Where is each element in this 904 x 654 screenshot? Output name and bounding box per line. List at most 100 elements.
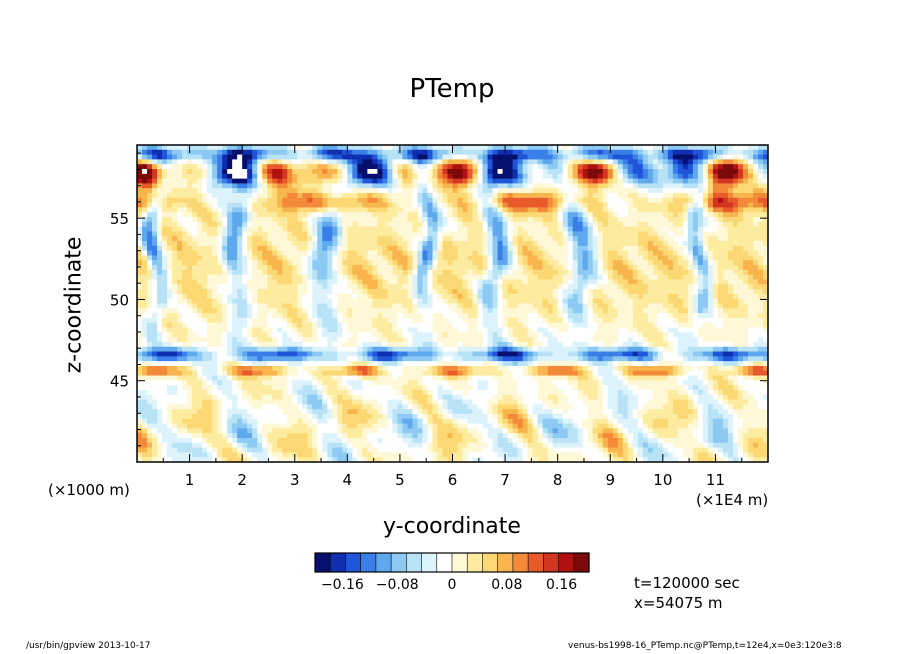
heatmap-cell: [542, 265, 549, 271]
heatmap-cell: [147, 212, 153, 218]
heatmap-cell: [747, 193, 754, 199]
heatmap-cell: [152, 250, 158, 256]
heatmap-cell: [742, 178, 749, 184]
heatmap-cell: [447, 164, 453, 170]
heatmap-cell: [592, 173, 599, 180]
heatmap-cell: [242, 145, 248, 151]
heatmap-cell: [467, 193, 474, 199]
heatmap-cell: [362, 207, 368, 213]
heatmap-cell: [232, 212, 238, 218]
heatmap-cell: [657, 298, 664, 304]
heatmap-cell: [257, 322, 263, 329]
heatmap-cell: [302, 308, 308, 314]
heatmap-cell: [532, 197, 539, 204]
heatmap-cell: [352, 255, 358, 261]
heatmap-cell: [752, 169, 759, 175]
heatmap-cell: [442, 255, 448, 261]
heatmap-cell: [652, 221, 659, 228]
heatmap-cell: [512, 212, 519, 218]
heatmap-cell: [242, 274, 248, 280]
heatmap-cell: [747, 183, 754, 189]
heatmap-cell: [407, 269, 413, 276]
heatmap-cell: [562, 193, 569, 199]
heatmap-cell: [757, 212, 764, 218]
heatmap-cell: [727, 159, 734, 165]
heatmap-cell: [287, 265, 293, 271]
heatmap-cell: [322, 169, 328, 175]
heatmap-cell: [362, 241, 368, 247]
heatmap-cell: [522, 193, 529, 199]
heatmap-cell: [392, 241, 398, 247]
heatmap-cell: [562, 260, 569, 266]
heatmap-cell: [752, 317, 759, 324]
heatmap-cell: [542, 173, 549, 180]
heatmap-cell: [327, 327, 333, 333]
heatmap-cell: [222, 289, 228, 295]
heatmap-cell: [472, 236, 479, 242]
heatmap-cell: [662, 212, 669, 218]
heatmap-cell: [202, 197, 208, 204]
heatmap-cell: [222, 202, 228, 208]
heatmap-cell: [392, 322, 398, 329]
heatmap-cell: [592, 317, 599, 324]
heatmap-cell: [662, 327, 669, 333]
heatmap-cell: [277, 284, 283, 290]
heatmap-cell: [512, 255, 519, 261]
heatmap-cell: [317, 255, 323, 261]
heatmap-cell: [297, 298, 303, 304]
heatmap-cell: [757, 197, 764, 204]
heatmap-cell: [467, 202, 474, 208]
heatmap-cell: [432, 202, 438, 208]
heatmap-cell: [637, 327, 644, 333]
heatmap-cell: [537, 154, 544, 160]
heatmap-cell: [427, 284, 433, 290]
heatmap-cell: [382, 269, 388, 276]
heatmap-cell: [322, 145, 328, 151]
heatmap-cell: [507, 289, 514, 295]
heatmap-cell: [187, 159, 193, 165]
heatmap-cell: [352, 236, 358, 242]
heatmap-cell: [462, 154, 469, 160]
heatmap-cell: [437, 327, 443, 333]
heatmap-cell: [282, 241, 288, 247]
heatmap-cell: [352, 241, 358, 247]
heatmap-cell: [487, 317, 494, 324]
heatmap-cell: [277, 241, 283, 247]
heatmap-cell: [397, 178, 403, 184]
heatmap-cell: [247, 241, 253, 247]
heatmap-cell: [752, 197, 759, 204]
heatmap-cell: [642, 217, 649, 223]
heatmap-cell: [597, 255, 604, 261]
heatmap-cell: [252, 149, 258, 156]
heatmap-cell: [297, 279, 303, 285]
heatmap-cell: [407, 265, 413, 271]
heatmap-cell: [512, 193, 519, 199]
heatmap-cell: [762, 197, 768, 204]
heatmap-cell: [337, 188, 343, 194]
heatmap-cell: [707, 255, 714, 261]
heatmap-cell: [702, 169, 709, 175]
heatmap-cell: [682, 159, 689, 165]
heatmap-cell: [292, 159, 298, 165]
heatmap-cell: [272, 327, 278, 333]
heatmap-cell: [377, 169, 383, 175]
heatmap-cell: [282, 308, 288, 314]
heatmap-cell: [362, 145, 368, 151]
heatmap-cell: [147, 193, 153, 199]
heatmap-cell: [482, 308, 489, 314]
heatmap-cell: [522, 265, 529, 271]
heatmap-cell: [762, 207, 768, 213]
heatmap-cell: [607, 293, 614, 300]
heatmap-cell: [477, 269, 484, 276]
heatmap-cell: [217, 149, 223, 156]
heatmap-cell: [747, 298, 754, 304]
heatmap-cell: [362, 188, 368, 194]
heatmap-cell: [382, 298, 388, 304]
heatmap-cell: [637, 284, 644, 290]
heatmap-cell: [407, 313, 413, 319]
heatmap-cell: [547, 260, 554, 266]
heatmap-cell: [277, 217, 283, 223]
heatmap-cell: [247, 317, 253, 324]
heatmap-cell: [757, 255, 764, 261]
heatmap-cell: [682, 154, 689, 160]
